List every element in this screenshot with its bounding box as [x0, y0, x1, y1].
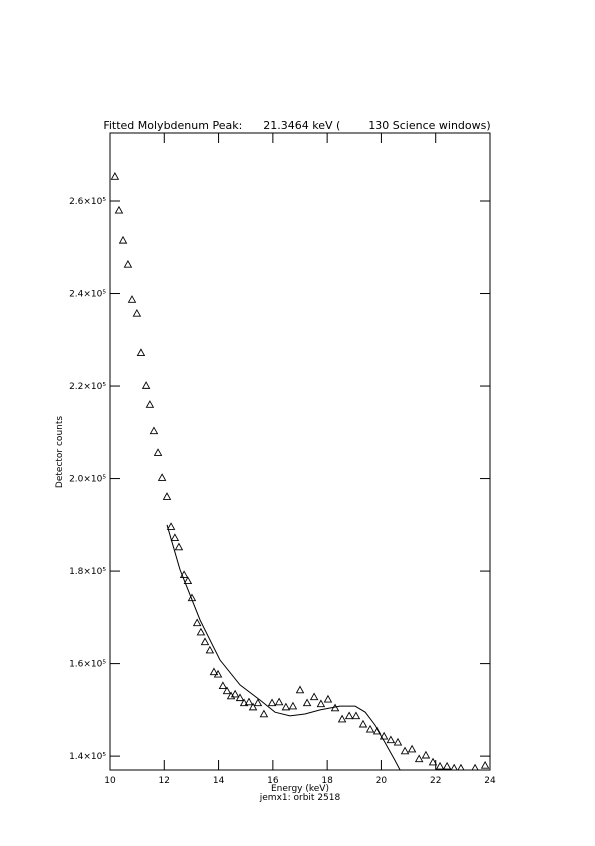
y-tick-label: 2.6×10⁵ — [69, 197, 106, 207]
data-point — [213, 669, 223, 678]
x-tick-label: 12 — [159, 776, 170, 786]
data-point — [407, 744, 417, 753]
data-point — [136, 348, 146, 356]
data-point — [442, 761, 452, 770]
data-point — [114, 205, 124, 214]
data-point — [205, 645, 215, 654]
data-point — [253, 698, 263, 707]
data-point — [421, 750, 431, 759]
data-point — [157, 473, 167, 481]
data-point — [230, 689, 240, 698]
data-point — [141, 381, 151, 389]
x-axis-label: Energy (keV) — [271, 784, 329, 794]
data-point — [183, 576, 193, 585]
data-point — [166, 522, 176, 530]
data-point — [428, 757, 438, 766]
y-tick-label: 2.4×10⁵ — [69, 290, 106, 300]
data-point — [372, 726, 382, 735]
data-point — [316, 699, 326, 708]
data-point — [153, 448, 163, 456]
data-point — [414, 754, 424, 763]
data-point — [174, 542, 184, 551]
data-point — [302, 698, 312, 707]
y-axis-label: Detector counts — [55, 416, 65, 488]
data-point — [393, 737, 403, 746]
x-tick-label: 18 — [321, 776, 333, 786]
data-point — [267, 698, 277, 707]
x-tick-label: 20 — [376, 776, 388, 786]
data-point — [192, 618, 202, 627]
data-point — [358, 719, 368, 728]
x-tick-label: 10 — [104, 776, 116, 786]
data-point — [365, 724, 375, 733]
data-point — [295, 685, 305, 694]
data-point — [480, 760, 490, 769]
data-point — [235, 693, 245, 702]
data-point — [110, 172, 120, 180]
data-point — [218, 681, 228, 690]
y-tick-label: 2.2×10⁵ — [69, 382, 106, 392]
subtitle: jemx1: orbit 2518 — [259, 793, 341, 803]
data-point — [118, 235, 128, 244]
data-point — [222, 686, 232, 695]
data-point — [149, 426, 159, 435]
y-tick-label: 2.0×10⁵ — [69, 475, 106, 485]
data-point — [123, 259, 133, 268]
data-point — [274, 697, 284, 706]
data-point — [450, 763, 458, 770]
data-point — [170, 533, 180, 542]
plot-area — [110, 172, 490, 770]
data-point — [351, 711, 361, 720]
data-point — [379, 731, 389, 740]
data-point — [239, 698, 249, 707]
x-tick-label: 24 — [484, 776, 496, 786]
data-point — [127, 295, 137, 303]
data-point — [435, 761, 445, 770]
data-point — [132, 308, 142, 317]
data-point — [337, 714, 347, 723]
data-point — [471, 763, 479, 770]
fit-line — [166, 524, 401, 770]
data-point — [344, 711, 354, 720]
data-point — [288, 701, 298, 710]
data-point — [145, 400, 155, 408]
y-tick-label: 1.8×10⁵ — [69, 567, 106, 577]
data-point — [386, 735, 396, 744]
x-tick-label: 14 — [213, 776, 225, 786]
y-tick-label: 1.6×10⁵ — [69, 660, 106, 670]
data-point — [248, 702, 258, 711]
plot-frame — [109, 132, 491, 771]
chart-title: Fitted Molybdenum Peak: 21.3464 keV ( 13… — [103, 119, 490, 132]
x-tick-label: 16 — [267, 776, 279, 786]
data-point — [244, 697, 254, 706]
data-point — [400, 746, 410, 755]
data-point — [457, 763, 465, 770]
x-tick-label: 22 — [430, 776, 441, 786]
data-point — [323, 694, 333, 703]
data-point — [209, 667, 219, 676]
y-tick-label: 1.4×10⁵ — [69, 752, 106, 762]
data-point — [196, 627, 206, 636]
data-point — [162, 492, 172, 500]
data-point — [259, 709, 269, 718]
data-point — [309, 692, 319, 701]
data-point — [281, 702, 291, 711]
data-point — [200, 637, 210, 646]
